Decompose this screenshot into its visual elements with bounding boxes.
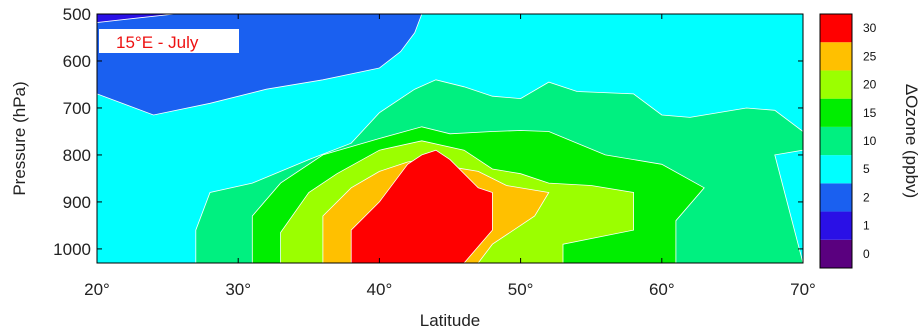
x-axis-label: Latitude: [420, 311, 481, 330]
x-tick-label: 70°: [790, 280, 816, 299]
y-tick-label: 700: [63, 99, 91, 118]
colorbar-frame: [819, 13, 853, 269]
contour-region-gt30: [350, 149, 493, 264]
annotation-label: 15°E - July: [116, 33, 199, 52]
colorbar-tick-label: 30: [863, 21, 877, 35]
colorbar-tick-label: 20: [863, 78, 877, 92]
y-axis-ticks: 500 600 700 800 900 1000: [53, 5, 803, 259]
y-axis-label: Pressure (hPa): [10, 81, 29, 195]
annotation-box: [99, 29, 239, 53]
y-tick-label: 600: [63, 52, 91, 71]
colorbar-swatch: [820, 98, 852, 127]
colorbar-swatch: [820, 42, 852, 71]
colorbar-tick-label: 25: [863, 49, 877, 63]
colorbar-tick-label: 1: [863, 219, 870, 233]
x-tick-label: 20°: [84, 280, 110, 299]
x-tick-label: 60°: [649, 280, 675, 299]
colorbar-tick-label: 2: [863, 190, 870, 204]
colorbar-tick-label: 5: [863, 162, 870, 176]
colorbar-tick-label: 10: [863, 134, 877, 148]
x-tick-label: 30°: [225, 280, 251, 299]
contour-regions: [96, 13, 804, 264]
colorbar-swatch: [820, 126, 852, 156]
y-tick-label: 1000: [53, 240, 91, 259]
colorbar-swatch: [820, 239, 852, 268]
colorbar-label: ΔOzone (ppbv): [902, 84, 919, 198]
colorbar-swatch: [820, 183, 852, 212]
colorbar-swatch: [820, 155, 852, 184]
colorbar-swatch: [820, 14, 852, 43]
colorbar-swatch: [820, 70, 852, 99]
y-tick-label: 900: [63, 193, 91, 212]
y-tick-label: 500: [63, 5, 91, 24]
x-tick-label: 40°: [367, 280, 393, 299]
colorbar-tick-label: 15: [863, 106, 877, 120]
y-tick-label: 800: [63, 146, 91, 165]
colorbar-tick-label: 0: [863, 247, 870, 261]
colorbar-swatch: [820, 211, 852, 240]
x-tick-label: 50°: [508, 280, 534, 299]
x-axis-ticks: 20° 30° 40° 50° 60° 70°: [84, 14, 816, 299]
plot-frame: [96, 13, 804, 264]
